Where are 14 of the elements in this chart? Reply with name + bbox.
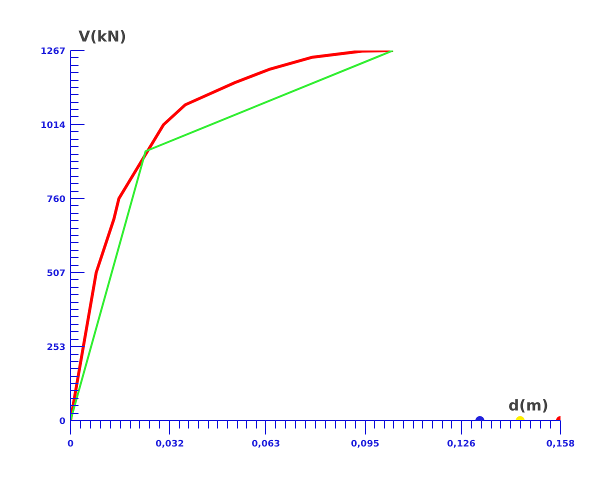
y-tick-label: 760 <box>46 195 66 206</box>
x-axis-title: d(m) <box>508 396 548 414</box>
x-tick-label: 0,032 <box>156 440 184 450</box>
y-axis-title: V(kN) <box>78 28 126 46</box>
y-tick-label: 0 <box>59 417 66 427</box>
y-tick-label: 507 <box>46 268 66 279</box>
y-tick-label: 1014 <box>40 120 66 131</box>
x-tick-label: 0,158 <box>546 440 575 450</box>
x-tick-label: 0,126 <box>447 440 476 450</box>
y-tick-label: 253 <box>46 343 66 354</box>
x-tick-label: 0,095 <box>350 440 380 450</box>
x-tick-label: 0 <box>67 440 74 450</box>
x-tick-label: 0,063 <box>252 440 280 450</box>
y-tick-label: 1267 <box>40 47 66 57</box>
